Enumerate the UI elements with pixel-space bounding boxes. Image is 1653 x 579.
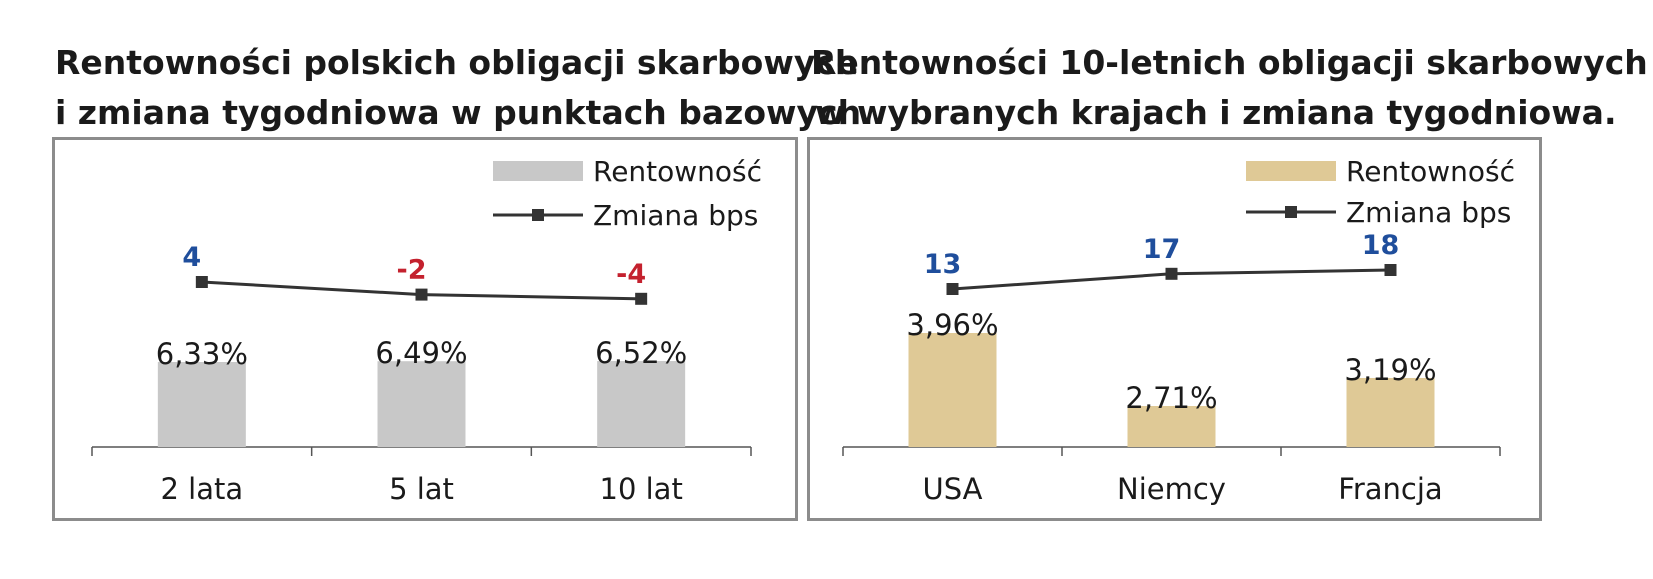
bar-value-label: 3,96% [906, 308, 998, 342]
legend-label-zmiana-bps: Zmiana bps [1346, 196, 1511, 229]
x-tick-label: 5 lat [389, 472, 454, 506]
bar-value-label: 6,49% [375, 336, 467, 370]
bar-value-label: 2,71% [1125, 381, 1217, 415]
legend-swatch-bar [1246, 161, 1336, 181]
chart-title-line-2: w wybranych krajach i zmiana tygodniowa. [815, 93, 1617, 132]
x-tick-label: Francja [1338, 472, 1442, 506]
line-point [415, 288, 428, 301]
line-value-label: 13 [924, 249, 962, 280]
bar [157, 362, 246, 447]
line-point [946, 283, 959, 295]
x-tick-label: USA [922, 472, 982, 506]
line-value-label: 17 [1143, 234, 1181, 265]
line-value-label: 4 [182, 242, 201, 273]
x-tick-label: 10 lat [600, 472, 683, 506]
bar [597, 361, 686, 447]
legend-label-rentownosc: Rentowność [593, 155, 762, 188]
legend-swatch-bar [493, 161, 583, 181]
bar [908, 333, 997, 447]
chart-title-line-2: i zmiana tygodniowa w punktach bazowych. [55, 93, 874, 132]
bar-value-label: 6,52% [595, 336, 687, 370]
chart-left: 6,33% 2 lata 6,49% 5 lat 6,52% 10 lat 4 -2 -4 Ren… [91, 155, 762, 506]
bar [377, 361, 466, 447]
chart-frame-left: 6,33% 2 lata 6,49% 5 lat 6,52% 10 lat 4 -2 -4 Ren… [52, 137, 798, 521]
chart-frame-right: 3,96% USA 2,71% Niemcy 3,19% Francja 13 17 18 Ren… [807, 137, 1542, 521]
bar [1346, 377, 1435, 447]
chart-title-right: Rentowności 10-letnich obligacji skarbow… [811, 38, 1648, 138]
x-tick-label: 2 lata [161, 472, 244, 506]
line-value-label: -4 [616, 259, 646, 290]
chart-title-left: Rentowności polskich obligacji skarbowyc… [55, 38, 874, 138]
bar-value-label: 3,19% [1344, 353, 1436, 387]
line-point [195, 276, 208, 288]
chart-title-line-1: Rentowności 10-letnich obligacji skarbow… [811, 43, 1648, 82]
legend-label-zmiana-bps: Zmiana bps [593, 199, 758, 232]
x-tick-label: Niemcy [1117, 472, 1226, 506]
line-value-label: -2 [397, 255, 427, 286]
legend-swatch-marker [1285, 206, 1297, 218]
legend-label-rentownosc: Rentowność [1346, 155, 1515, 188]
line-value-label: 18 [1362, 230, 1400, 261]
chart-right: 3,96% USA 2,71% Niemcy 3,19% Francja 13 17 18 Ren… [842, 155, 1515, 506]
legend-swatch-marker [532, 209, 544, 221]
line-point [1384, 264, 1397, 276]
line-point [635, 292, 648, 305]
bar-value-label: 6,33% [156, 337, 248, 371]
bar [1127, 406, 1216, 447]
chart-title-line-1: Rentowności polskich obligacji skarbowyc… [55, 43, 859, 82]
line-point [1165, 267, 1178, 280]
